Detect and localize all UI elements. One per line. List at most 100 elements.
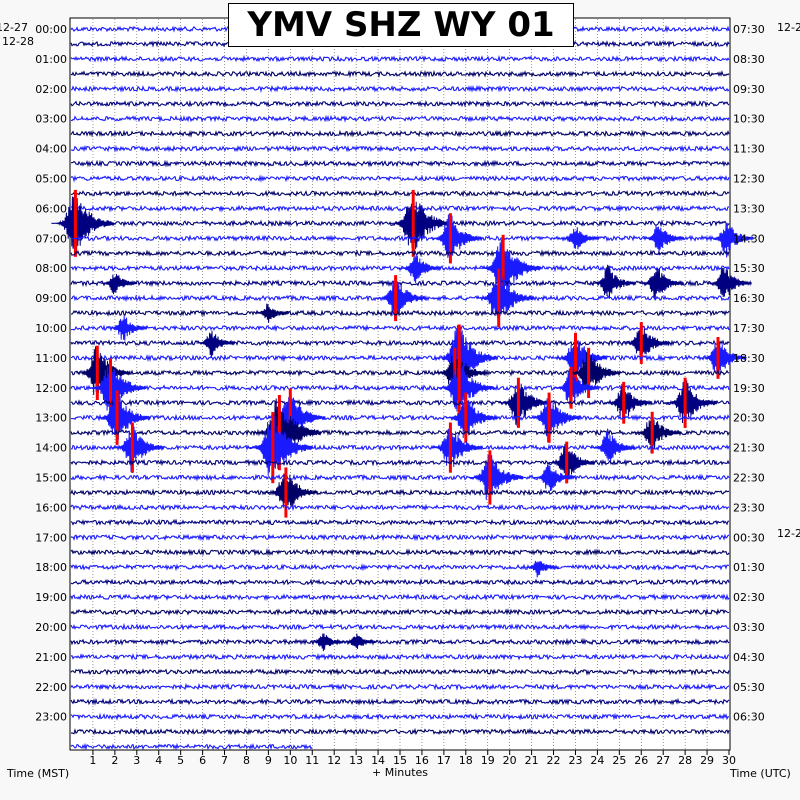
trace-line xyxy=(70,488,730,497)
left-time-label: 19:00 xyxy=(35,591,67,604)
trace-line xyxy=(70,667,730,676)
left-time-label: 08:00 xyxy=(35,262,67,275)
clipped-signal xyxy=(115,390,119,445)
clipped-signal xyxy=(271,412,275,484)
trace-line xyxy=(70,622,730,632)
clipped-signal xyxy=(464,392,468,443)
trace-line xyxy=(70,458,730,467)
trace-line xyxy=(70,428,730,437)
x-tick-label: 30 xyxy=(722,754,736,767)
event-burst xyxy=(196,330,236,358)
event-burst xyxy=(476,275,535,319)
x-tick-label: 13 xyxy=(349,754,363,767)
clipped-signal xyxy=(639,322,643,364)
left-time-label: 05:00 xyxy=(35,173,67,186)
event-burst xyxy=(430,214,483,263)
right-time-label: 08:30 xyxy=(733,53,765,66)
event-burst xyxy=(255,303,290,323)
event-burst xyxy=(560,227,600,250)
event-burst xyxy=(51,193,114,253)
event-burst xyxy=(498,382,551,427)
right-date-mid: 12-29 xyxy=(777,527,800,540)
x-tick-label: 6 xyxy=(199,754,206,767)
event-burst xyxy=(253,398,322,466)
trace-line xyxy=(70,742,313,751)
trace-line xyxy=(70,114,730,123)
left-date-top: 12-27 xyxy=(0,21,28,34)
right-time-label: 07:30 xyxy=(733,23,765,36)
clipped-signal xyxy=(448,213,452,264)
right-time-label: 03:30 xyxy=(733,621,765,634)
left-time-label: 15:00 xyxy=(35,472,67,485)
trace-line xyxy=(70,637,730,647)
trace-line xyxy=(70,249,730,258)
trace-line xyxy=(70,383,730,392)
clipped-signal xyxy=(488,450,492,505)
event-burst xyxy=(548,443,596,480)
trace-line xyxy=(70,682,730,691)
trace-line xyxy=(70,697,730,706)
left-time-label: 07:00 xyxy=(35,232,67,245)
event-burst xyxy=(100,274,138,295)
left-time-label: 20:00 xyxy=(35,621,67,634)
x-tick-label: 18 xyxy=(459,754,473,767)
trace-line xyxy=(70,54,730,63)
event-burst xyxy=(553,366,600,408)
event-burst xyxy=(525,560,560,578)
event-burst xyxy=(88,365,146,415)
event-burst xyxy=(468,454,524,500)
clipped-signal xyxy=(622,381,626,424)
left-time-label: 22:00 xyxy=(35,681,67,694)
left-time-label: 03:00 xyxy=(35,113,67,126)
trace-line xyxy=(70,189,730,198)
clipped-signal xyxy=(587,347,591,398)
right-time-label: 12:30 xyxy=(733,173,765,186)
x-tick-label: 14 xyxy=(371,754,385,767)
chart-title: YMV SHZ WY 01 xyxy=(228,3,574,47)
clipped-signal xyxy=(284,467,288,518)
x-tick-label: 1 xyxy=(89,754,96,767)
clipped-signal xyxy=(650,411,654,454)
right-time-label: 19:30 xyxy=(733,382,765,395)
right-time-label: 00:30 xyxy=(733,531,765,544)
x-tick-label: 9 xyxy=(265,754,272,767)
clipped-signal xyxy=(448,422,452,473)
clipped-signal xyxy=(501,234,505,302)
clipped-signal xyxy=(453,347,457,398)
x-axis-ticks: 1 2 3 4 5 6 7 8 9 10 11 12 13 14 15 16 17 18 19 20 21 22 23 24 2… xyxy=(89,750,736,767)
x-tick-label: 10 xyxy=(283,754,297,767)
clipped-signal xyxy=(95,345,99,400)
right-time-label: 23:30 xyxy=(733,501,765,514)
right-time-label: 10:30 xyxy=(733,113,765,126)
clipped-signal xyxy=(457,358,461,417)
trace-line xyxy=(71,159,730,168)
trace-line xyxy=(70,324,730,333)
trace-line xyxy=(71,309,730,318)
right-time-label: 15:30 xyxy=(733,262,765,275)
clipped-signal xyxy=(683,377,687,428)
left-time-label: 17:00 xyxy=(35,531,67,544)
event-burst xyxy=(437,365,495,415)
event-burst xyxy=(707,267,752,297)
x-tick-label: 29 xyxy=(700,754,714,767)
x-tick-label: 5 xyxy=(177,754,184,767)
event-burst xyxy=(389,197,452,250)
x-tick-label: 12 xyxy=(327,754,341,767)
x-tick-label: 19 xyxy=(481,754,495,767)
trace-line xyxy=(70,652,730,661)
trace-line xyxy=(70,727,730,736)
event-burst xyxy=(700,342,747,375)
event-burst xyxy=(533,464,575,492)
clipped-signal xyxy=(569,366,573,409)
clipped-signal xyxy=(716,337,720,379)
right-time-label: 04:30 xyxy=(733,651,765,664)
left-time-label: 16:00 xyxy=(35,501,67,514)
x-tick-label: 8 xyxy=(243,754,250,767)
left-time-label: 02:00 xyxy=(35,83,67,96)
left-time-label: 14:00 xyxy=(35,442,67,455)
clipped-signal xyxy=(574,332,577,383)
trace-line xyxy=(70,577,730,587)
clipped-signal xyxy=(130,422,134,473)
clipped-signal xyxy=(277,395,281,471)
